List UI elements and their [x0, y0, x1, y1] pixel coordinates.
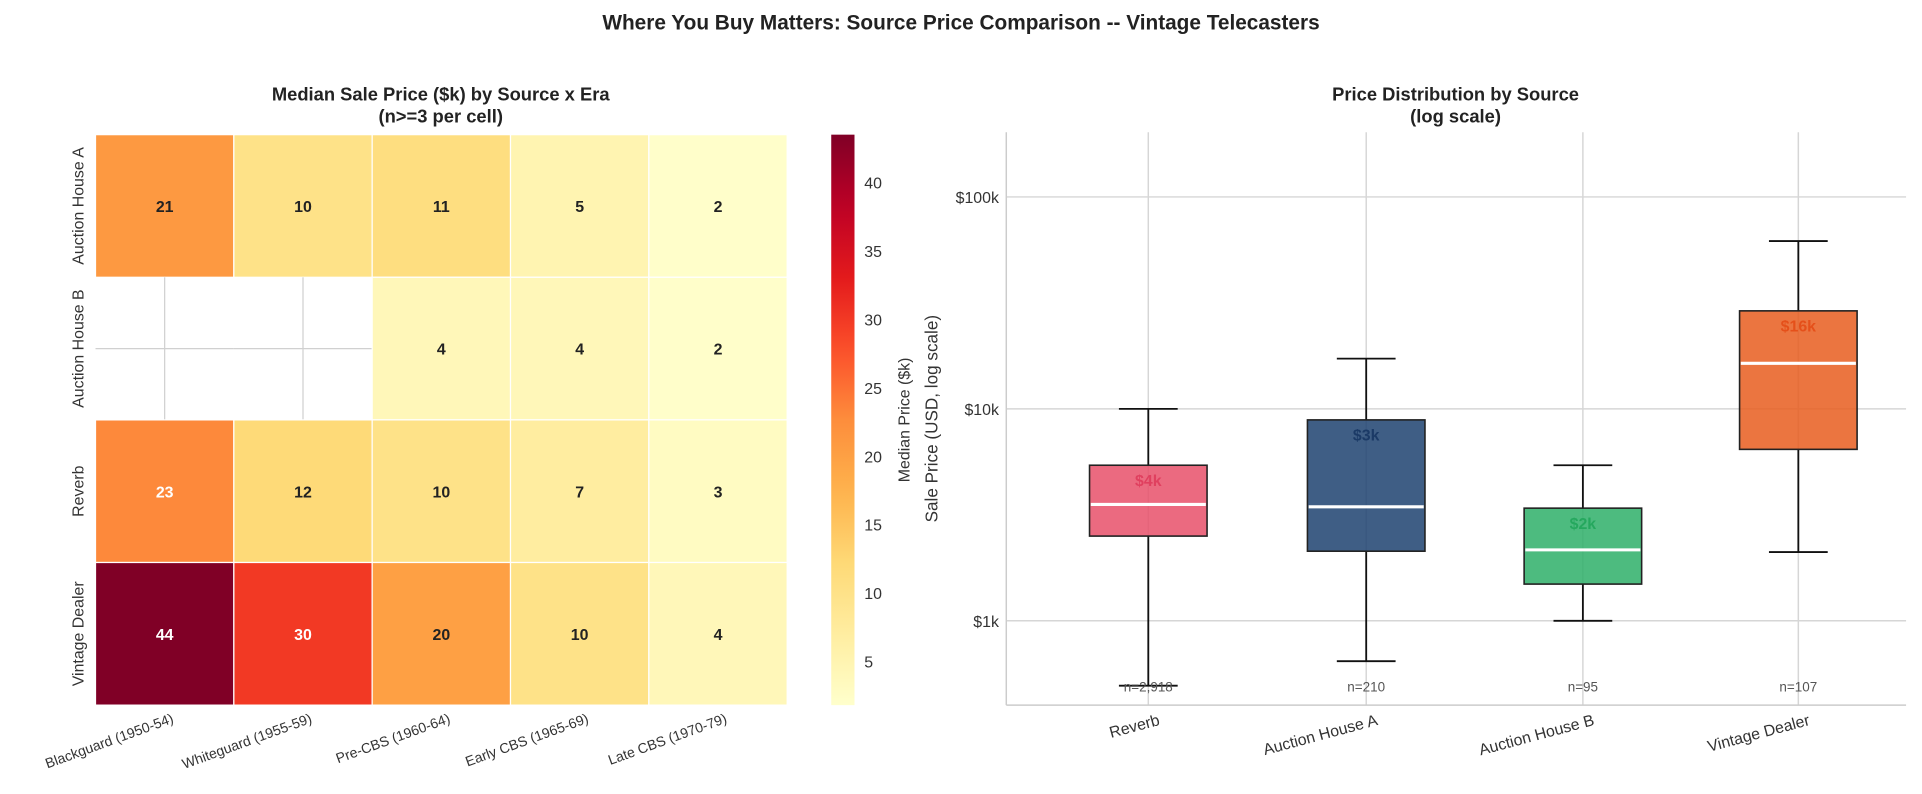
- colorbar-tick-label: 5: [864, 654, 873, 671]
- y-axis-label: Sale Price (USD, log scale): [922, 315, 942, 522]
- heatmap-row-label: Vintage Dealer: [70, 581, 87, 687]
- heatmap-cell-value: 4: [714, 627, 723, 644]
- box: [1523, 507, 1643, 585]
- boxplot-subtitle: (log scale): [1410, 105, 1501, 126]
- colorbar-tick-label: 15: [864, 518, 882, 535]
- boxplot-panel: Price Distribution by Source (log scale)…: [922, 83, 1907, 759]
- heatmap-cell-value: 30: [294, 627, 312, 644]
- box-group: $4k n=2,918 Reverb: [1088, 407, 1208, 742]
- heatmap-cell-value: 7: [575, 484, 584, 501]
- heatmap-row-label: Auction House B: [70, 289, 87, 407]
- heatmap-cell: [371, 276, 512, 421]
- figure-suptitle: Where You Buy Matters: Source Price Comp…: [602, 11, 1319, 34]
- colorbar: [831, 134, 855, 706]
- heatmap-cell-value: 3: [714, 484, 723, 501]
- median-label: $2k: [1570, 516, 1597, 533]
- heatmap-row-label: Auction House A: [70, 147, 87, 265]
- box: [1088, 464, 1208, 537]
- heatmap-cell: [509, 134, 650, 278]
- colorbar-tick-label: 20: [864, 449, 882, 466]
- heatmap-cell: [233, 419, 373, 564]
- heatmap-subtitle: (n>=3 per cell): [378, 105, 502, 126]
- colorbar-tick-label: 10: [864, 586, 882, 603]
- colorbar-tick-label: 30: [864, 312, 882, 329]
- heatmap-cell-value: 2: [714, 199, 723, 216]
- heatmap-column-label: Whiteguard (1955-59): [180, 710, 314, 772]
- box-group: $3k n=210 Auction House A: [1261, 357, 1426, 759]
- heatmap-cell: [94, 561, 235, 706]
- box: [1306, 419, 1426, 552]
- heatmap-cell: [371, 419, 512, 564]
- heatmap-cell: [94, 419, 235, 564]
- heatmap-cell-value: 21: [156, 199, 174, 216]
- heatmap-cell: [648, 276, 788, 421]
- heatmap-cell: [233, 134, 373, 278]
- heatmap-title: Median Sale Price ($k) by Source x Era: [272, 83, 611, 104]
- heatmap-cell: [648, 134, 788, 278]
- heatmap-cell-value: 4: [437, 342, 446, 359]
- box: [1738, 310, 1858, 451]
- heatmap-cell: [648, 561, 788, 706]
- median-label: $3k: [1353, 428, 1380, 445]
- heatmap-cell: [94, 134, 235, 278]
- heatmap-cell-value: 11: [433, 199, 450, 216]
- heatmap-cell-value: 4: [575, 342, 584, 359]
- x-tick-label: Reverb: [1108, 712, 1162, 742]
- heatmap-column-label: Early CBS (1965-69): [463, 710, 590, 769]
- heatmap-cell-value: 10: [571, 627, 589, 644]
- n-label: n=210: [1347, 680, 1385, 695]
- box-group: $2k n=95 Auction House B: [1477, 464, 1643, 759]
- x-tick-label: Auction House B: [1477, 712, 1596, 759]
- colorbar-tick-label: 35: [864, 244, 882, 261]
- heatmap-column-label: Blackguard (1950-54): [43, 710, 176, 771]
- median-label: $16k: [1781, 319, 1817, 336]
- median-label: $4k: [1135, 473, 1162, 490]
- n-label: n=107: [1779, 680, 1817, 695]
- colorbar-label: Median Price ($k): [897, 358, 914, 483]
- n-label: n=2,918: [1124, 680, 1173, 695]
- boxplot-title: Price Distribution by Source: [1332, 83, 1579, 104]
- heatmap-column-label: Late CBS (1970-79): [606, 710, 729, 768]
- heatmap-cell-value: 2: [714, 342, 723, 359]
- y-tick-label: $100k: [956, 190, 999, 207]
- heatmap-cell: [371, 134, 512, 278]
- heatmap-cell-value: 12: [294, 484, 312, 501]
- heatmap-cell-value: 20: [432, 627, 450, 644]
- heatmap-row-label: Reverb: [70, 465, 87, 516]
- y-tick-label: $10k: [964, 402, 999, 419]
- y-tick-label: $1k: [973, 614, 999, 631]
- heatmap-cell-value: 44: [156, 627, 174, 644]
- heatmap-cell-value: 23: [156, 484, 174, 501]
- x-tick-label: Auction House A: [1261, 712, 1379, 759]
- n-label: n=95: [1568, 680, 1598, 695]
- heatmap-cell: [371, 561, 512, 706]
- colorbar-tick-label: 40: [864, 176, 882, 193]
- heatmap-cell: [509, 276, 650, 421]
- heatmap-cell: [509, 419, 650, 564]
- heatmap-panel: Median Sale Price ($k) by Source x Era (…: [43, 83, 914, 771]
- heatmap-cell-value: 10: [432, 484, 450, 501]
- x-tick-label: Vintage Dealer: [1706, 712, 1812, 756]
- box-group: $16k n=107 Vintage Dealer: [1706, 240, 1858, 756]
- colorbar-tick-label: 25: [864, 381, 882, 398]
- heatmap-cell-value: 10: [294, 199, 312, 216]
- heatmap-cell-value: 5: [575, 199, 584, 216]
- heatmap-column-label: Pre-CBS (1960-64): [334, 710, 453, 766]
